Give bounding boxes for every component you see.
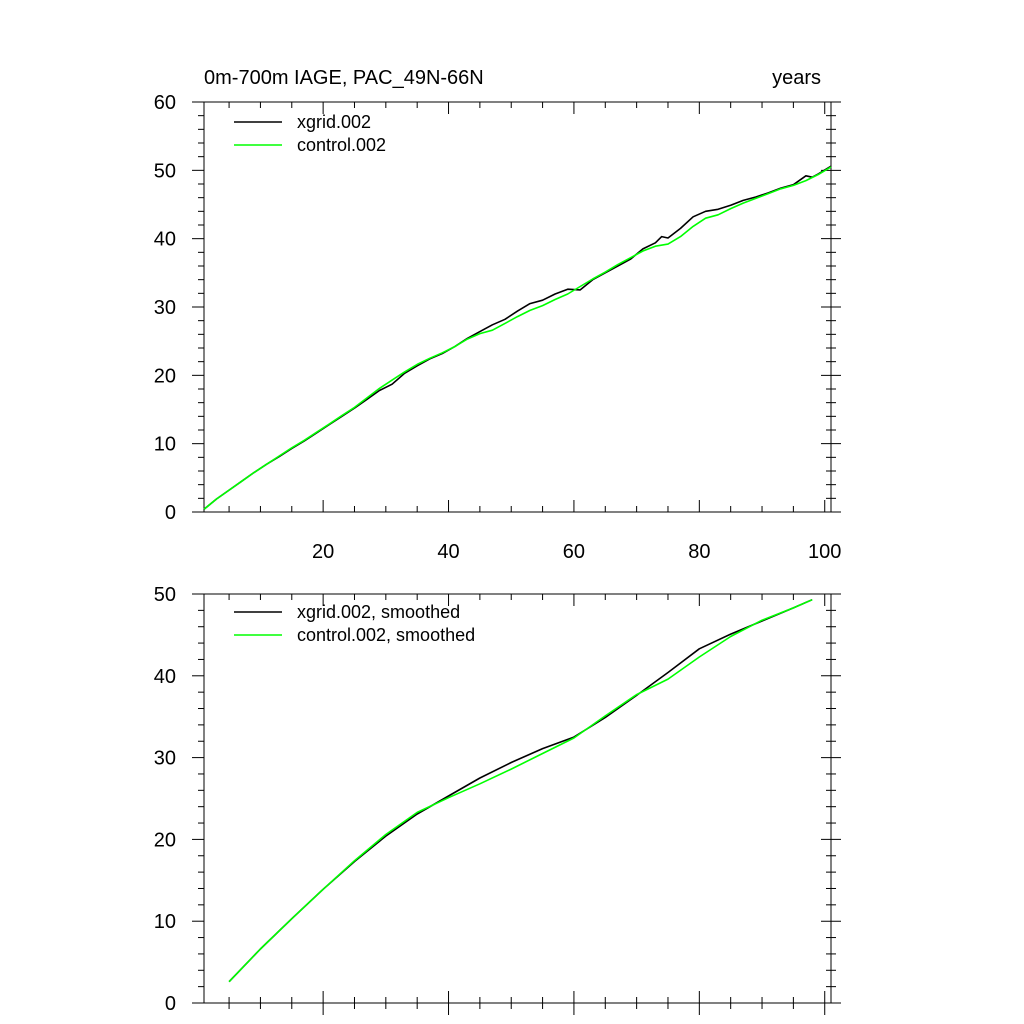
x-tick-label: 60 bbox=[563, 541, 585, 563]
legend-label: control.002, smoothed bbox=[297, 625, 475, 645]
units-label: years bbox=[772, 67, 821, 89]
legend-label: xgrid.002 bbox=[297, 112, 371, 132]
y-tick-label: 50 bbox=[154, 160, 176, 182]
y-tick-label: 0 bbox=[165, 993, 176, 1015]
series-line-control bbox=[203, 166, 832, 510]
y-tick-label: 30 bbox=[154, 748, 176, 770]
y-tick-label: 30 bbox=[154, 297, 176, 319]
x-tick-label: 20 bbox=[312, 541, 334, 563]
bottom-panel: 0 10 20 30 40 50 xgrid.002, smoothed control.00… bbox=[154, 584, 841, 1015]
y-tick-label: 0 bbox=[165, 502, 176, 524]
y-tick-label: 10 bbox=[154, 911, 176, 933]
y-tick-label: 40 bbox=[154, 229, 176, 251]
plot-frame bbox=[203, 593, 832, 1004]
top-panel: 20 40 60 80 100 0 10 20 30 40 50 60 0m-700m IAGE, PA… bbox=[154, 67, 842, 563]
chart-title: 0m-700m IAGE, PAC_49N-66N bbox=[204, 67, 484, 89]
x-tick-label: 40 bbox=[437, 541, 459, 563]
y-tick-label: 50 bbox=[154, 584, 176, 606]
y-tick-label: 20 bbox=[154, 829, 176, 851]
y-tick-label: 60 bbox=[154, 92, 176, 114]
series-line-control bbox=[228, 598, 813, 983]
y-tick-label: 20 bbox=[154, 365, 176, 387]
legend-label: xgrid.002, smoothed bbox=[297, 602, 460, 622]
y-tick-label: 10 bbox=[154, 434, 176, 456]
series-line-xgrid bbox=[203, 165, 832, 510]
plot-frame bbox=[203, 101, 832, 513]
series-line-xgrid bbox=[228, 598, 813, 983]
x-tick-label: 100 bbox=[808, 541, 841, 563]
x-tick-label: 80 bbox=[688, 541, 710, 563]
y-tick-label: 40 bbox=[154, 666, 176, 688]
legend-label: control.002 bbox=[297, 135, 386, 155]
